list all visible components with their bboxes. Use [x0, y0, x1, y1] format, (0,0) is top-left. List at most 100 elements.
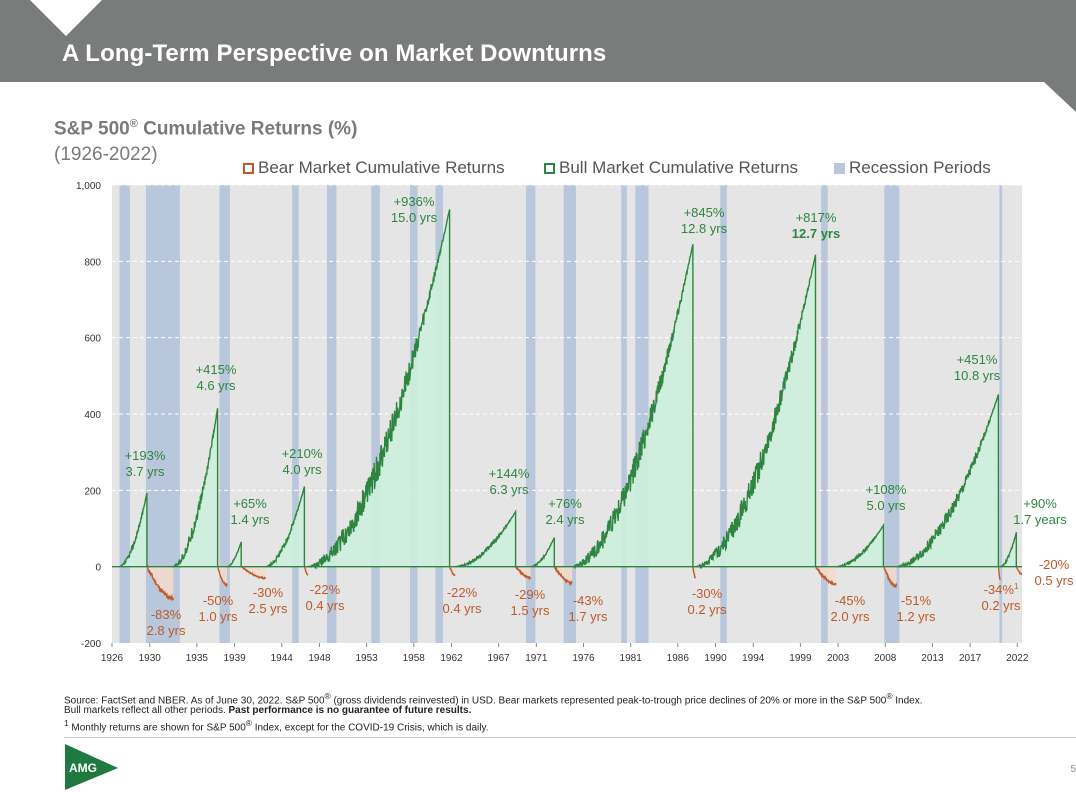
bear-market-line: [815, 566, 837, 586]
recession-band: [371, 185, 380, 643]
x-tick-label: 1939: [223, 653, 246, 664]
bear-market-area: [146, 566, 174, 601]
bull-market-area: [1000, 532, 1017, 567]
x-tick-label: 1999: [789, 653, 812, 664]
bull-gain-label: +193%: [125, 448, 166, 463]
x-tick-label: 1953: [355, 653, 378, 664]
legend-bull-label: Bull Market Cumulative Returns: [559, 158, 799, 177]
bear-drop-footnote-marker: 1: [1014, 582, 1019, 591]
bull-market-line: [119, 492, 148, 568]
y-tick-label: 600: [84, 334, 101, 345]
bear-market-line: [514, 565, 531, 581]
page-title: A Long-Term Perspective on Market Downtu…: [62, 40, 607, 67]
bear-duration-label: 1.5 yrs: [510, 603, 550, 618]
bull-gain-label: +90%: [1023, 496, 1057, 511]
x-tick-label: 2003: [827, 653, 850, 664]
legend-recession-swatch: [834, 162, 845, 174]
bear-duration-label: 1.7 yrs: [568, 609, 608, 624]
y-tick-label: -200: [81, 639, 101, 650]
bull-duration-label: 1.4 yrs: [230, 512, 270, 527]
footnote-method: 1 Monthly returns are shown for S&P 500®…: [64, 718, 489, 734]
footnote-source: Source: FactSet and NBER. As of June 30,…: [64, 691, 923, 707]
bull-gain-label: +936%: [394, 194, 435, 209]
x-tick-label: 1981: [620, 653, 643, 664]
bear-drop-label: -83%: [151, 607, 182, 622]
header-corner: [1044, 82, 1076, 112]
bear-drop-label: -29%: [515, 587, 546, 602]
bull-gain-label: +210%: [282, 446, 323, 461]
bull-market-line: [695, 254, 817, 570]
bear-drop-label: -34%1: [984, 582, 1019, 597]
footer-divider: [64, 737, 1076, 738]
bull-market-area: [695, 254, 816, 568]
bull-duration-label: 4.6 yrs: [196, 378, 236, 393]
x-tick-label: 1935: [186, 653, 209, 664]
bull-market-line: [173, 408, 219, 568]
x-tick-label: 1948: [308, 653, 331, 664]
page-number: 5: [1070, 764, 1076, 775]
recession-band: [119, 185, 130, 643]
bull-duration-label: 12.7 yrs: [792, 226, 840, 241]
bear-drop-label: -30%: [253, 585, 284, 600]
chart-subtitle: (1926-2022): [54, 144, 158, 165]
bull-market-line: [836, 522, 885, 568]
bull-duration-label: 6.3 yrs: [489, 482, 529, 497]
footnote-disclaimer: Bull markets reflect all other periods. …: [64, 705, 472, 716]
x-tick-label: 1976: [572, 653, 595, 664]
recession-band: [821, 185, 828, 643]
bear-duration-label: 2.5 yrs: [248, 601, 288, 616]
bull-gain-label: +76%: [548, 496, 582, 511]
legend-bear-swatch: [243, 162, 254, 174]
bear-duration-label: 1.0 yrs: [198, 609, 238, 624]
bear-duration-label: 2.0 yrs: [830, 609, 870, 624]
bull-market-area: [173, 408, 218, 567]
y-tick-label: 0: [95, 563, 101, 574]
bear-market-line: [1015, 566, 1023, 576]
bull-duration-label: 12.8 yrs: [681, 221, 728, 236]
x-tick-label: 2008: [874, 653, 897, 664]
bull-duration-label: 3.7 yrs: [125, 464, 165, 479]
x-tick-label: 1967: [488, 653, 511, 664]
bull-gain-label: +108%: [866, 482, 907, 497]
bull-gain-label: +415%: [196, 362, 237, 377]
y-tick-label: 400: [84, 410, 101, 421]
bear-duration-label: 2.8 yrs: [146, 623, 186, 638]
x-tick-label: 1990: [704, 653, 727, 664]
x-tick-label: 1962: [440, 653, 463, 664]
x-tick-label: 1958: [403, 653, 426, 664]
bull-market-line: [572, 244, 694, 570]
bear-market-line: [240, 565, 266, 580]
legend-recession-label: Recession Periods: [849, 158, 991, 177]
bull-market-line: [265, 486, 306, 568]
x-tick-label: 1986: [667, 653, 690, 664]
bear-market-line: [303, 566, 309, 576]
bull-duration-label: 1.7 years: [1013, 512, 1067, 527]
bull-market-area: [836, 525, 884, 567]
x-tick-label: 2022: [1006, 653, 1029, 664]
legend-bull: Bull Market Cumulative Returns: [544, 158, 798, 178]
bear-drop-label: -22%: [447, 585, 478, 600]
bear-duration-label: 0.5 yrs: [1034, 573, 1074, 588]
bear-market-area: [554, 566, 573, 584]
bull-market-area: [227, 541, 242, 567]
bear-drop-label: -50%: [203, 593, 234, 608]
bear-duration-label: 0.4 yrs: [305, 598, 345, 613]
bear-drop-label: -45%: [835, 593, 866, 608]
y-tick-label: 800: [84, 257, 101, 268]
bear-market-line: [692, 566, 697, 579]
x-tick-label: 2013: [921, 653, 944, 664]
bear-market-line: [997, 566, 1001, 580]
bear-market-line: [882, 566, 898, 589]
bull-market-area: [119, 493, 147, 567]
bull-market-area: [572, 244, 693, 568]
bear-market-area: [217, 566, 227, 586]
x-tick-label: 1994: [742, 653, 765, 664]
recession-band: [525, 185, 536, 643]
bull-gain-label: +817%: [796, 210, 837, 225]
bull-duration-label: 5.0 yrs: [866, 498, 906, 513]
bear-market-line: [448, 566, 456, 577]
header-band: [0, 0, 1076, 82]
bull-market-line: [227, 541, 242, 568]
legend-bear: Bear Market Cumulative Returns: [243, 158, 505, 178]
logo-text: AMG: [69, 761, 97, 775]
